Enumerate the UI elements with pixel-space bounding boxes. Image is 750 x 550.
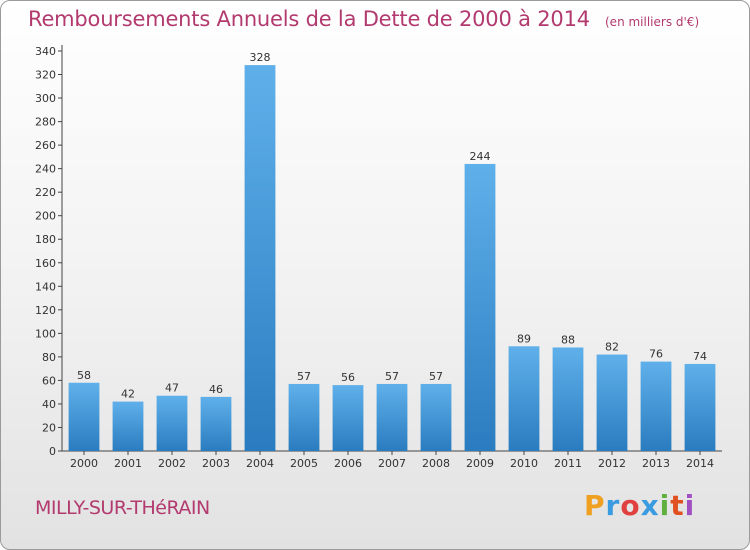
data-label: 58: [77, 369, 91, 382]
data-label: 76: [649, 348, 663, 361]
bar-2001: [112, 401, 144, 451]
commune-name: MILLY-SUR-THéRAIN: [35, 497, 210, 519]
data-label: 74: [693, 350, 707, 363]
y-tick-label: 80: [42, 351, 56, 364]
bar-2009: [464, 163, 496, 452]
y-tick-label: 340: [35, 45, 56, 58]
y-tick-label: 320: [35, 69, 56, 82]
bar-2004: [244, 65, 276, 451]
title-row: Remboursements Annuels de la Dette de 20…: [28, 7, 699, 31]
x-tick-label: 2001: [114, 457, 142, 470]
data-label: 82: [605, 341, 619, 354]
data-label: 89: [517, 332, 531, 345]
bar-2003: [200, 396, 232, 451]
bar-2008: [420, 383, 452, 451]
proxiti-logo: Proxiti: [584, 489, 695, 522]
x-tick-label: 2003: [202, 457, 230, 470]
x-tick-label: 2014: [686, 457, 714, 470]
data-label: 47: [165, 382, 179, 395]
y-tick-label: 240: [35, 163, 56, 176]
logo-letter: i: [659, 489, 671, 522]
logo-letter: t: [670, 489, 685, 522]
data-label: 46: [209, 383, 223, 396]
logo-letter: P: [584, 489, 606, 522]
y-tick-label: 40: [42, 398, 56, 411]
x-tick-label: 2000: [70, 457, 98, 470]
y-tick-label: 160: [35, 257, 56, 270]
x-tick-label: 2008: [422, 457, 450, 470]
data-label: 244: [470, 150, 491, 163]
unit-label: (en milliers d'€): [605, 15, 700, 29]
x-tick-label: 2005: [290, 457, 318, 470]
data-label: 57: [429, 370, 443, 383]
chart-title: Remboursements Annuels de la Dette de 20…: [28, 7, 590, 31]
bar-2002: [156, 395, 188, 451]
logo-letter: o: [620, 489, 641, 522]
x-tick-label: 2002: [158, 457, 186, 470]
y-tick-label: 0: [49, 445, 56, 458]
bar-2011: [552, 347, 584, 451]
y-axis: 0 20 40 60 80 100 120 140 160 180 200 220 240 260 280 3…: [35, 45, 63, 458]
y-tick-label: 20: [42, 421, 56, 434]
bar-2010: [508, 346, 540, 451]
x-tick-label: 2013: [642, 457, 670, 470]
y-tick-label: 280: [35, 116, 56, 129]
bar-2005: [288, 383, 320, 451]
y-tick-label: 60: [42, 374, 56, 387]
data-label: 56: [341, 371, 355, 384]
x-tick-label: 2010: [510, 457, 538, 470]
y-tick-label: 200: [35, 210, 56, 223]
logo-letter: x: [640, 489, 660, 522]
x-tick-label: 2012: [598, 457, 626, 470]
x-tick-label: 2006: [334, 457, 362, 470]
y-tick-label: 180: [35, 233, 56, 246]
y-tick-label: 100: [35, 327, 56, 340]
y-tick-label: 300: [35, 92, 56, 105]
data-labels: 58 42 47 46 328 57 56 57 57 244 89 88 82 76 74: [77, 51, 707, 400]
bar-2013: [640, 361, 672, 451]
y-tick-label: 120: [35, 304, 56, 317]
bar-2006: [332, 385, 364, 451]
data-label: 42: [121, 388, 135, 401]
bars: [68, 65, 716, 452]
data-label: 88: [561, 333, 575, 346]
data-label: 328: [250, 51, 271, 64]
bar-2012: [596, 354, 628, 451]
y-tick-label: 260: [35, 139, 56, 152]
bar-2007: [376, 383, 408, 451]
x-tick-label: 2007: [378, 457, 406, 470]
x-tick-label: 2004: [246, 457, 274, 470]
data-label: 57: [385, 370, 399, 383]
x-tick-label: 2009: [466, 457, 494, 470]
y-tick-label: 140: [35, 280, 56, 293]
bar-2000: [68, 382, 100, 451]
x-tick-label: 2011: [554, 457, 582, 470]
y-tick-label: 220: [35, 186, 56, 199]
logo-letter: r: [605, 489, 621, 522]
x-axis: 2000 2001 2002 2003 2004 2005 2006 2007 2008 2009…: [62, 450, 722, 470]
data-label: 57: [297, 370, 311, 383]
bar-2014: [684, 363, 716, 451]
logo-letter: i: [684, 489, 696, 522]
